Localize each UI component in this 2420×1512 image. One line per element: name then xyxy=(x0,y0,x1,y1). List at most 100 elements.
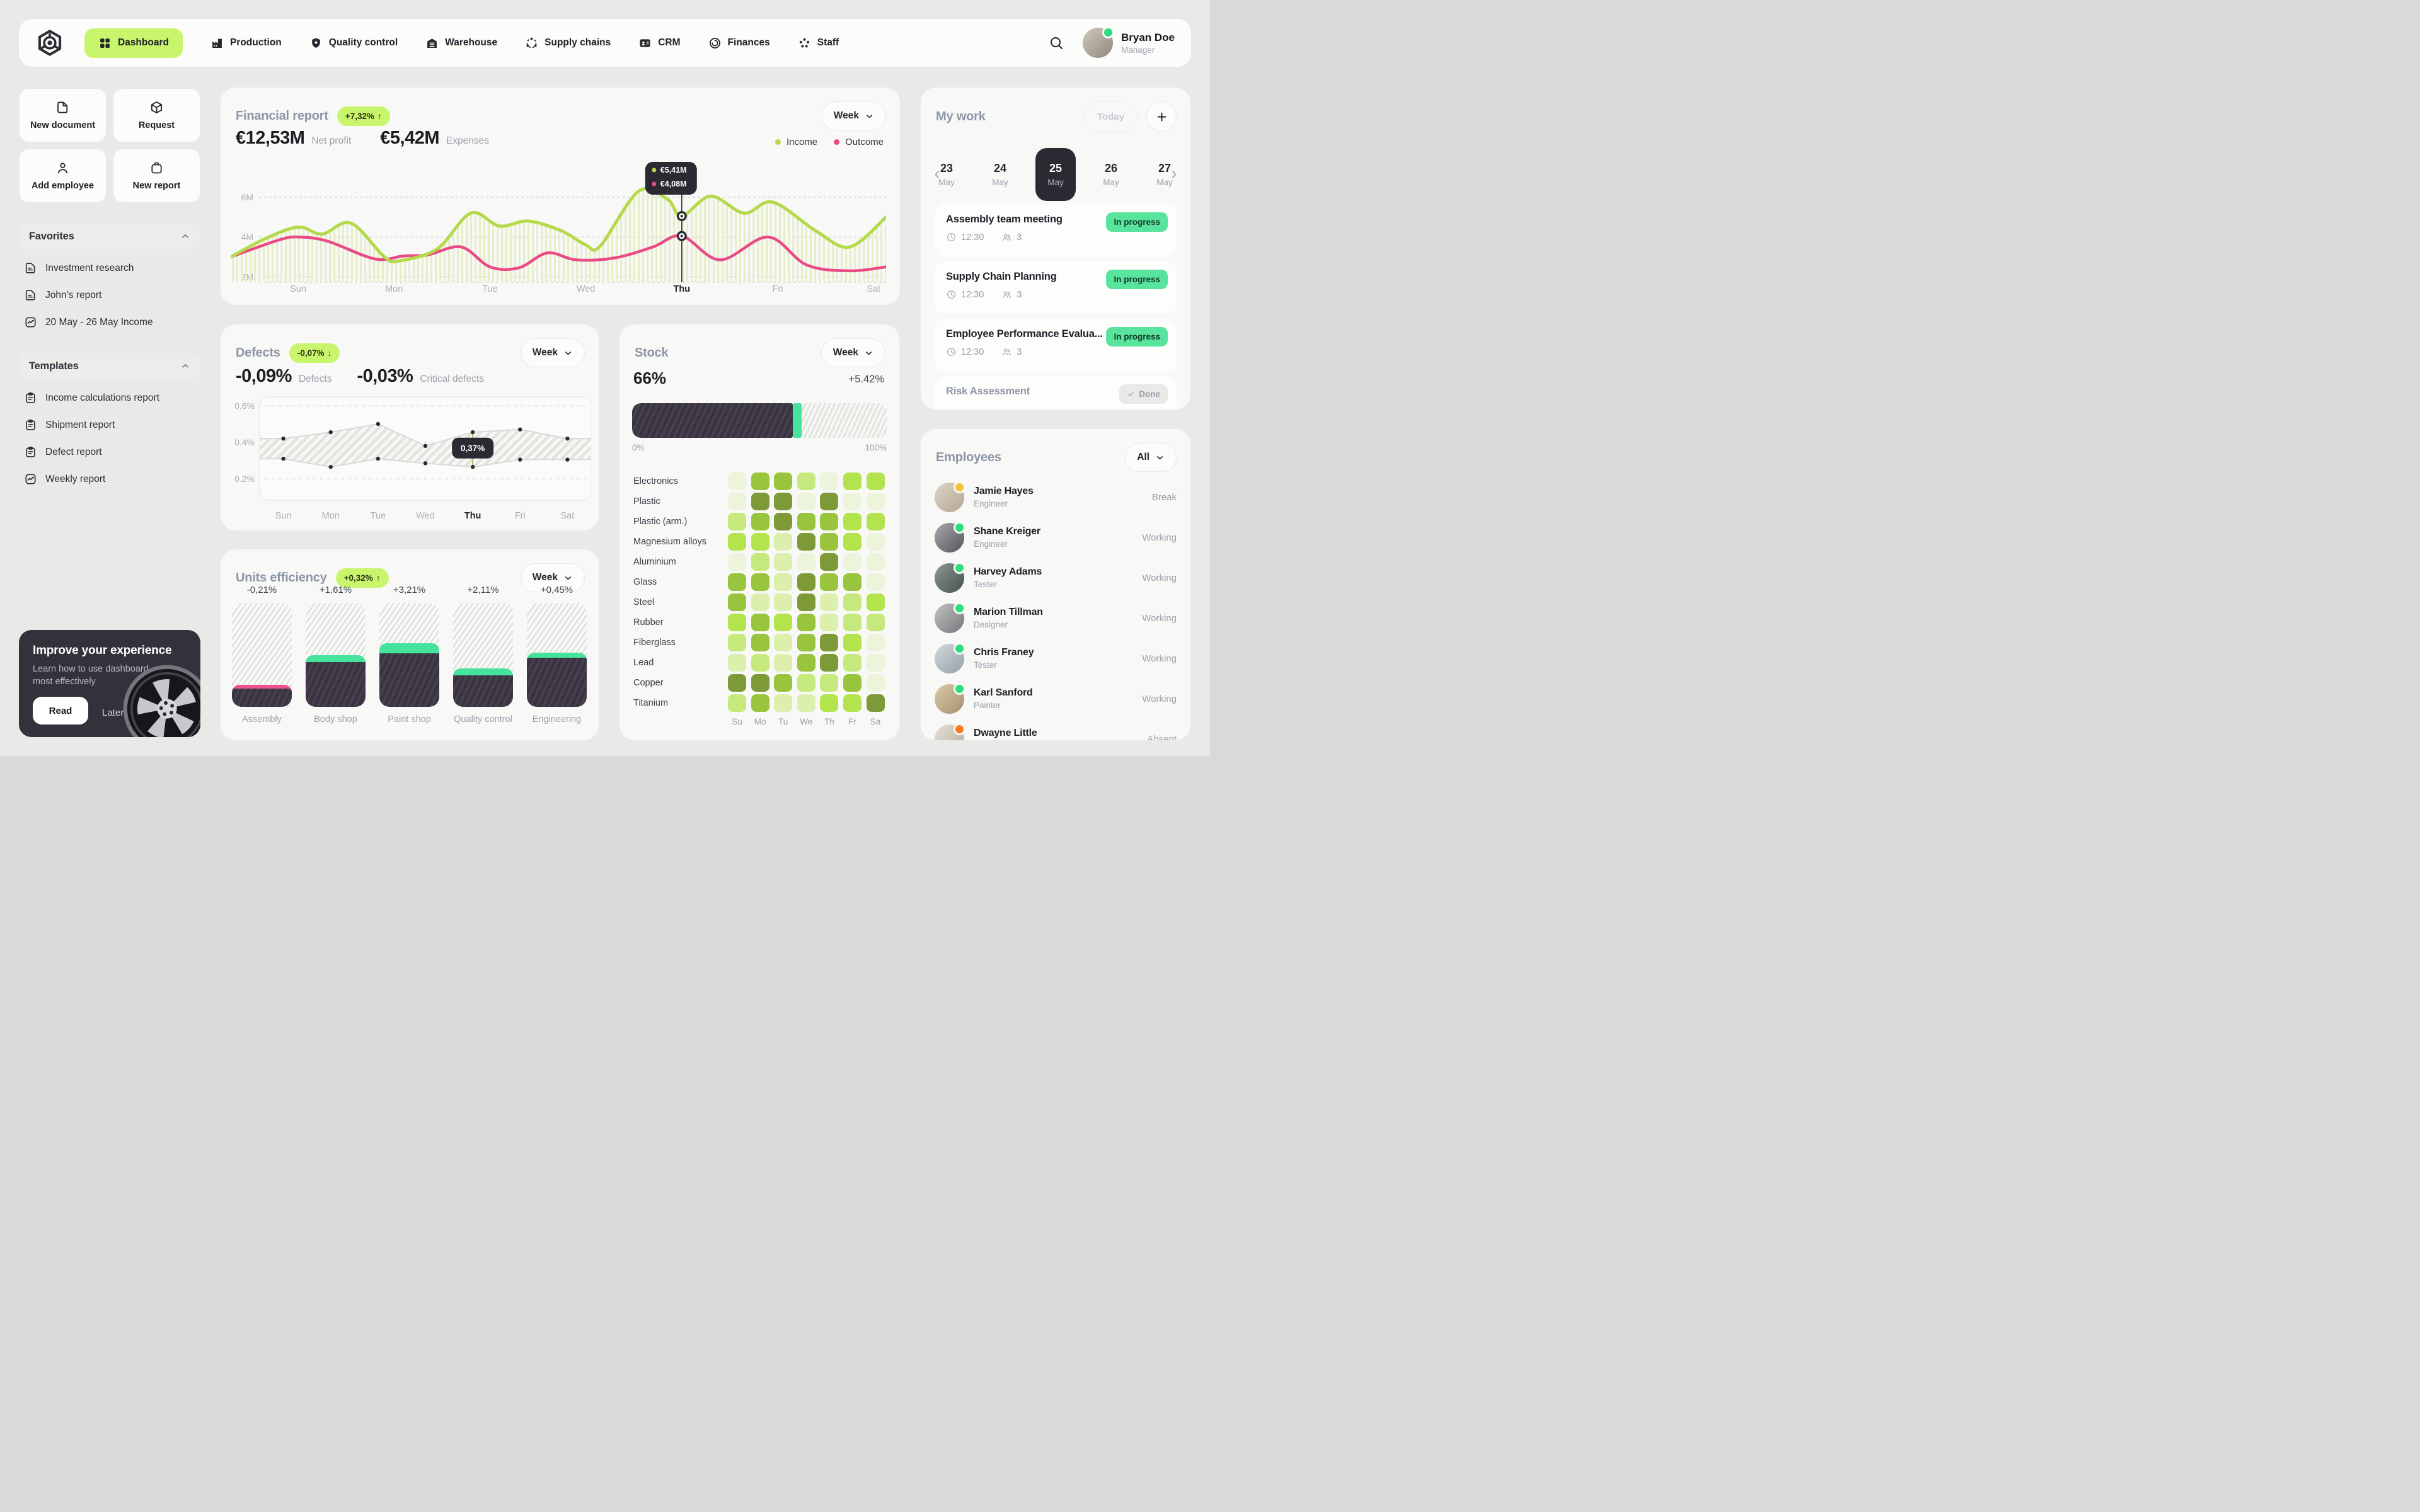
heatmap-cell[interactable] xyxy=(751,573,769,591)
heatmap-cell[interactable] xyxy=(820,614,839,631)
bar-track[interactable] xyxy=(527,603,587,707)
templates-header[interactable]: Templates xyxy=(19,353,200,379)
heatmap-cell[interactable] xyxy=(751,472,769,490)
heatmap-cell[interactable] xyxy=(866,694,885,712)
new-report-button[interactable]: New report xyxy=(113,149,200,203)
heatmap-cell[interactable] xyxy=(774,674,793,692)
heatmap-cell[interactable] xyxy=(843,593,861,611)
heatmap-cell[interactable] xyxy=(797,654,815,672)
nav-item-dashboard[interactable]: Dashboard xyxy=(84,28,183,58)
heatmap-cell[interactable] xyxy=(820,593,839,611)
heatmap-cell[interactable] xyxy=(751,513,769,530)
heatmap-cell[interactable] xyxy=(843,472,861,490)
heatmap-cell[interactable] xyxy=(751,654,769,672)
nav-item-warehouse[interactable]: Warehouse xyxy=(425,37,497,50)
heatmap-cell[interactable] xyxy=(866,573,885,591)
nav-item-staff[interactable]: Staff xyxy=(798,37,839,50)
nav-item-finances[interactable]: Finances xyxy=(708,37,770,50)
heatmap-cell[interactable] xyxy=(843,674,861,692)
add-employee-button[interactable]: Add employee xyxy=(19,149,107,203)
heatmap-cell[interactable] xyxy=(820,573,839,591)
heatmap-cell[interactable] xyxy=(843,553,861,571)
heatmap-cell[interactable] xyxy=(866,614,885,631)
heatmap-cell[interactable] xyxy=(797,634,815,651)
date-24-may[interactable]: 24 May xyxy=(982,162,1018,187)
bar-track[interactable] xyxy=(232,603,292,707)
heatmap-cell[interactable] xyxy=(728,553,746,571)
employee-row-chris-franey[interactable]: Chris Franey Tester Working xyxy=(935,638,1177,679)
heatmap-cell[interactable] xyxy=(866,674,885,692)
heatmap-cell[interactable] xyxy=(843,634,861,651)
heatmap-cell[interactable] xyxy=(774,533,793,551)
heatmap-cell[interactable] xyxy=(797,694,815,712)
defects-period-select[interactable]: Week xyxy=(520,338,585,367)
heatmap-cell[interactable] xyxy=(866,493,885,510)
heatmap-cell[interactable] xyxy=(820,472,839,490)
heatmap-cell[interactable] xyxy=(797,674,815,692)
employee-row-marion-tillman[interactable]: Marion Tillman Designer Working xyxy=(935,598,1177,638)
heatmap-cell[interactable] xyxy=(797,472,815,490)
heatmap-cell[interactable] xyxy=(797,593,815,611)
heatmap-cell[interactable] xyxy=(820,533,839,551)
date-23-may[interactable]: 23 May xyxy=(928,162,965,187)
heatmap-cell[interactable] xyxy=(728,472,746,490)
heatmap-cell[interactable] xyxy=(728,573,746,591)
heatmap-cell[interactable] xyxy=(866,513,885,530)
heatmap-cell[interactable] xyxy=(843,694,861,712)
nav-item-crm[interactable]: CRM xyxy=(638,37,681,50)
heatmap-cell[interactable] xyxy=(774,553,793,571)
request-button[interactable]: Request xyxy=(113,88,200,142)
heatmap-cell[interactable] xyxy=(843,573,861,591)
heatmap-cell[interactable] xyxy=(774,493,793,510)
heatmap-cell[interactable] xyxy=(774,593,793,611)
task-risk-assessment[interactable]: Risk Assessment Done xyxy=(935,376,1177,410)
user-menu[interactable]: Bryan Doe Manager xyxy=(1082,26,1175,58)
bar-track[interactable] xyxy=(453,603,513,707)
heatmap-cell[interactable] xyxy=(728,593,746,611)
heatmap-cell[interactable] xyxy=(751,493,769,510)
heatmap-cell[interactable] xyxy=(751,553,769,571)
heatmap-cell[interactable] xyxy=(774,614,793,631)
heatmap-cell[interactable] xyxy=(820,654,839,672)
heatmap-cell[interactable] xyxy=(751,533,769,551)
later-button[interactable]: Later xyxy=(102,707,124,718)
list-item-investment-research[interactable]: Investment research xyxy=(19,255,200,282)
heatmap-cell[interactable] xyxy=(728,654,746,672)
task-employee-performance-evalua[interactable]: Employee Performance Evalua... In progres… xyxy=(935,319,1177,372)
list-item-income-calculations-report[interactable]: Income calculations report xyxy=(19,384,200,411)
heatmap-cell[interactable] xyxy=(797,573,815,591)
heatmap-cell[interactable] xyxy=(728,674,746,692)
employee-row-jamie-hayes[interactable]: Jamie Hayes Engineer Break xyxy=(935,477,1177,517)
employee-row-dwayne-little[interactable]: Dwayne LittlePainterAbsent xyxy=(935,719,1177,740)
heatmap-cell[interactable] xyxy=(843,493,861,510)
heatmap-cell[interactable] xyxy=(797,493,815,510)
heatmap-cell[interactable] xyxy=(774,513,793,530)
heatmap-cell[interactable] xyxy=(820,553,839,571)
date-25-may[interactable]: 25 May xyxy=(1035,148,1076,201)
heatmap-cell[interactable] xyxy=(774,634,793,651)
heatmap-cell[interactable] xyxy=(774,694,793,712)
nav-item-supply-chains[interactable]: Supply chains xyxy=(525,37,611,50)
heatmap-cell[interactable] xyxy=(797,614,815,631)
bar-track[interactable] xyxy=(379,603,439,707)
heatmap-cell[interactable] xyxy=(797,533,815,551)
list-item-john-s-report[interactable]: John’s report xyxy=(19,282,200,309)
heatmap-cell[interactable] xyxy=(774,654,793,672)
stock-period-select[interactable]: Week xyxy=(821,338,885,367)
read-button[interactable]: Read xyxy=(33,697,88,724)
chevron-right-icon[interactable] xyxy=(1168,168,1180,181)
chevron-left-icon[interactable] xyxy=(931,168,943,181)
heatmap-cell[interactable] xyxy=(843,513,861,530)
employee-row-harvey-adams[interactable]: Harvey Adams Tester Working xyxy=(935,558,1177,598)
app-logo-icon[interactable] xyxy=(35,28,64,57)
search-icon[interactable] xyxy=(1049,35,1064,50)
heatmap-cell[interactable] xyxy=(843,533,861,551)
task-supply-chain-planning[interactable]: Supply Chain Planning In progress 12:30 3 xyxy=(935,261,1177,314)
heatmap-cell[interactable] xyxy=(751,694,769,712)
heatmap-cell[interactable] xyxy=(820,694,839,712)
heatmap-cell[interactable] xyxy=(866,593,885,611)
financial-period-select[interactable]: Week xyxy=(821,101,886,130)
heatmap-cell[interactable] xyxy=(728,493,746,510)
heatmap-cell[interactable] xyxy=(866,472,885,490)
list-item-20-may-26-may-income[interactable]: 20 May - 26 May Income xyxy=(19,309,200,336)
